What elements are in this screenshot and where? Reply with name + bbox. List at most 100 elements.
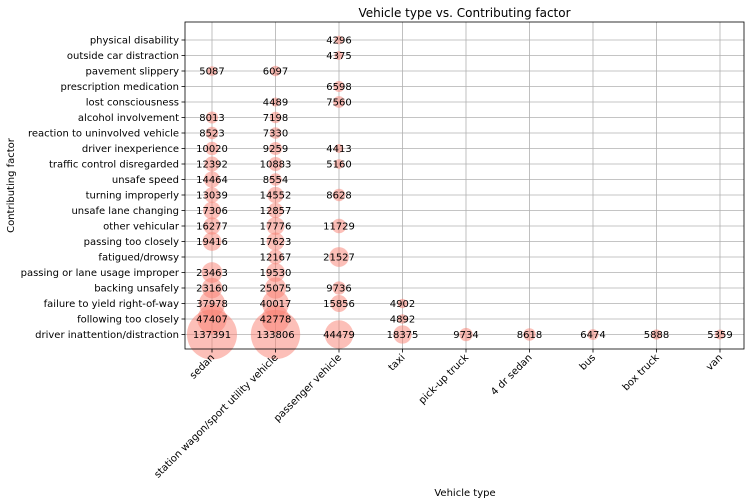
value-label-station-wagon-sport-utility-vehicle-fatigued-drowsy: 12167 bbox=[260, 253, 292, 264]
value-label-taxi-failure-to-yield-right-of-way: 4902 bbox=[390, 299, 415, 310]
value-label-passenger-vehicle-traffic-control-disregarded: 5160 bbox=[326, 160, 351, 171]
value-label-station-wagon-sport-utility-vehicle-driver-inattention-distraction: 133806 bbox=[256, 330, 294, 341]
bubble-box-truck-driver-inattention-distraction bbox=[651, 329, 662, 340]
bubble-station-wagon-sport-utility-vehicle-failure-to-yield-right-of-way bbox=[262, 290, 289, 317]
bubble-bus-driver-inattention-distraction bbox=[587, 329, 599, 340]
bubble-passenger-vehicle-fatigued-drowsy bbox=[329, 247, 349, 267]
value-label-sedan-failure-to-yield-right-of-way: 37978 bbox=[196, 299, 228, 310]
y-axis-label: Contributing factor bbox=[6, 137, 17, 233]
y-tick-label-pavement-slippery: pavement slippery bbox=[85, 67, 179, 78]
bubble-station-wagon-sport-utility-vehicle-alcohol-involvement bbox=[269, 111, 282, 124]
bubble-passenger-vehicle-turning-improperly bbox=[332, 188, 346, 202]
y-tick-label-outside-car-distraction: outside car distraction bbox=[67, 51, 179, 62]
value-label-passenger-vehicle-fatigued-drowsy: 21527 bbox=[323, 253, 355, 264]
value-label-passenger-vehicle-outside-car-distraction: 4375 bbox=[326, 51, 351, 62]
y-tick-label-alcohol-involvement: alcohol involvement bbox=[78, 113, 179, 124]
bubble-taxi-driver-inattention-distraction bbox=[393, 325, 412, 344]
value-label-sedan-other-vehicular: 16277 bbox=[196, 222, 228, 233]
value-label-passenger-vehicle-backing-unsafely: 9736 bbox=[326, 284, 351, 295]
bubble-station-wagon-sport-utility-vehicle-driver-inexperience bbox=[269, 142, 282, 155]
bubble-sedan-turning-improperly bbox=[204, 187, 220, 203]
value-label-station-wagon-sport-utility-vehicle-driver-inexperience: 9259 bbox=[263, 144, 288, 155]
bubble-sedan-reaction-to-uninvolved-vehicle bbox=[205, 126, 219, 140]
y-tick-label-unsafe-speed: unsafe speed bbox=[112, 175, 179, 186]
bubble-sedan-passing-or-lane-usage-improper bbox=[201, 262, 223, 283]
bubble-4-dr-sedan-driver-inattention-distraction bbox=[523, 328, 536, 341]
bubble-taxi-failure-to-yield-right-of-way bbox=[397, 298, 408, 309]
value-label-taxi-driver-inattention-distraction: 18375 bbox=[387, 330, 419, 341]
value-label-sedan-passing-or-lane-usage-improper: 23463 bbox=[196, 268, 228, 279]
value-label-station-wagon-sport-utility-vehicle-failure-to-yield-right-of-way: 40017 bbox=[260, 299, 292, 310]
y-tick-label-following-too-closely: following too closely bbox=[77, 315, 179, 326]
value-label-passenger-vehicle-other-vehicular: 11729 bbox=[323, 222, 355, 233]
bubble-passenger-vehicle-lost-consciousness bbox=[333, 96, 345, 108]
bubble-passenger-vehicle-physical-disability bbox=[334, 35, 344, 45]
y-tick-label-prescription-medication: prescription medication bbox=[61, 82, 179, 93]
y-tick-label-backing-unsafely: backing unsafely bbox=[94, 284, 179, 295]
value-label-bus-driver-inattention-distraction: 6474 bbox=[580, 330, 605, 341]
x-axis-label: Vehicle type bbox=[434, 488, 495, 499]
value-label-station-wagon-sport-utility-vehicle-other-vehicular: 17776 bbox=[260, 222, 292, 233]
value-label-passenger-vehicle-driver-inexperience: 4413 bbox=[326, 144, 351, 155]
y-tick-label-driver-inexperience: driver inexperience bbox=[82, 144, 179, 155]
y-tick-label-turning-improperly: turning improperly bbox=[86, 191, 179, 202]
value-label-passenger-vehicle-prescription-medication: 6598 bbox=[326, 82, 351, 93]
bubble-station-wagon-sport-utility-vehicle-reaction-to-uninvolved-vehicle bbox=[269, 127, 282, 139]
bubble-station-wagon-sport-utility-vehicle-fatigued-drowsy bbox=[268, 249, 283, 265]
value-label-sedan-alcohol-involvement: 8013 bbox=[199, 113, 224, 124]
y-tick-label-failure-to-yield-right-of-way: failure to yield right-of-way bbox=[44, 299, 179, 310]
bubble-passenger-vehicle-driver-inexperience bbox=[334, 144, 344, 153]
bubble-passenger-vehicle-failure-to-yield-right-of-way bbox=[330, 295, 348, 312]
value-label-sedan-pavement-slippery: 5087 bbox=[199, 67, 224, 78]
bubbles bbox=[187, 35, 725, 360]
bubble-passenger-vehicle-outside-car-distraction bbox=[334, 51, 344, 60]
plot-frame bbox=[184, 21, 745, 350]
value-label-taxi-following-too-closely: 4892 bbox=[390, 315, 415, 326]
value-label-station-wagon-sport-utility-vehicle-unsafe-lane-changing: 12857 bbox=[260, 206, 292, 217]
value-label-sedan-turning-improperly: 13039 bbox=[196, 191, 228, 202]
grid bbox=[185, 22, 744, 349]
y-tick-label-reaction-to-uninvolved-vehicle: reaction to uninvolved vehicle bbox=[28, 129, 179, 140]
bubble-passenger-vehicle-driver-inattention-distraction bbox=[324, 320, 354, 349]
bubble-pick-up-truck-driver-inattention-distraction bbox=[459, 327, 473, 342]
bubble-station-wagon-sport-utility-vehicle-traffic-control-disregarded bbox=[268, 156, 283, 172]
value-label-4-dr-sedan-driver-inattention-distraction: 8618 bbox=[517, 330, 542, 341]
bubble-station-wagon-sport-utility-vehicle-pavement-slippery bbox=[270, 65, 281, 77]
value-label-box-truck-driver-inattention-distraction: 5888 bbox=[644, 330, 669, 341]
bubble-sedan-alcohol-involvement bbox=[205, 111, 219, 124]
value-label-sedan-unsafe-speed: 14464 bbox=[196, 175, 228, 186]
y-tick-label-lost-consciousness: lost consciousness bbox=[86, 98, 179, 109]
bubble-passenger-vehicle-other-vehicular bbox=[331, 218, 347, 234]
value-label-pick-up-truck-driver-inattention-distraction: 9734 bbox=[453, 330, 478, 341]
value-label-van-driver-inattention-distraction: 5359 bbox=[707, 330, 732, 341]
y-tick-label-fatigued-drowsy: fatigued/drowsy bbox=[98, 253, 179, 264]
bubble-passenger-vehicle-traffic-control-disregarded bbox=[334, 159, 344, 169]
value-label-sedan-passing-too-closely: 19416 bbox=[196, 237, 228, 248]
value-label-passenger-vehicle-physical-disability: 4296 bbox=[326, 36, 351, 47]
bubble-sedan-passing-too-closely bbox=[202, 232, 222, 251]
value-label-station-wagon-sport-utility-vehicle-alcohol-involvement: 7198 bbox=[263, 113, 288, 124]
value-label-station-wagon-sport-utility-vehicle-turning-improperly: 14552 bbox=[260, 191, 292, 202]
bubble-sedan-driver-inexperience bbox=[205, 141, 219, 156]
value-label-station-wagon-sport-utility-vehicle-reaction-to-uninvolved-vehicle: 7330 bbox=[263, 129, 288, 140]
value-label-station-wagon-sport-utility-vehicle-pavement-slippery: 6097 bbox=[263, 67, 288, 78]
y-tick-label-traffic-control-disregarded: traffic control disregarded bbox=[49, 160, 179, 171]
value-label-sedan-driver-inattention-distraction: 137391 bbox=[193, 330, 231, 341]
value-label-station-wagon-sport-utility-vehicle-unsafe-speed: 8554 bbox=[263, 175, 288, 186]
bubble-station-wagon-sport-utility-vehicle-backing-unsafely bbox=[264, 277, 287, 299]
value-label-passenger-vehicle-driver-inattention-distraction: 44479 bbox=[323, 330, 355, 341]
y-tick-label-other-vehicular: other vehicular bbox=[103, 222, 180, 233]
value-label-sedan-unsafe-lane-changing: 17306 bbox=[196, 206, 228, 217]
bubble-passenger-vehicle-prescription-medication bbox=[333, 81, 345, 92]
value-labels: 137391 133806 44479 18375 9734 8618 6474 5888 53… bbox=[193, 36, 733, 342]
value-label-sedan-backing-unsafely: 23160 bbox=[196, 284, 228, 295]
bubble-sedan-traffic-control-disregarded bbox=[204, 156, 220, 172]
bubble-station-wagon-sport-utility-vehicle-passing-too-closely bbox=[266, 232, 285, 251]
bubble-station-wagon-sport-utility-vehicle-turning-improperly bbox=[267, 186, 284, 204]
value-label-station-wagon-sport-utility-vehicle-backing-unsafely: 25075 bbox=[260, 284, 292, 295]
value-label-sedan-traffic-control-disregarded: 12392 bbox=[196, 160, 228, 171]
bubble-passenger-vehicle-backing-unsafely bbox=[332, 281, 346, 295]
bubble-van-driver-inattention-distraction bbox=[715, 329, 725, 340]
value-label-passenger-vehicle-lost-consciousness: 7560 bbox=[326, 98, 351, 109]
